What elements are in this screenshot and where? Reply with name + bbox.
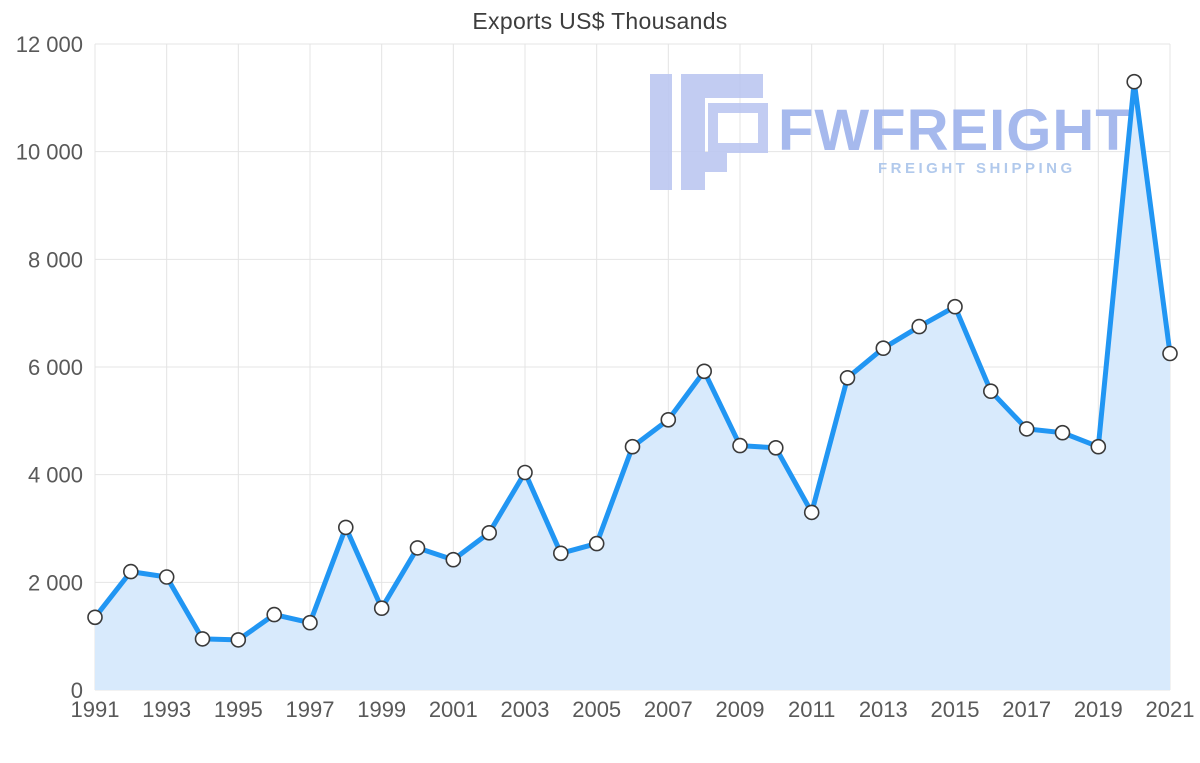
data-point-marker xyxy=(481,524,498,541)
chart-title: Exports US$ Thousands xyxy=(472,8,728,34)
x-tick-label: 1997 xyxy=(286,697,335,722)
y-tick-label: 4 000 xyxy=(28,463,83,488)
x-tick-label: 2011 xyxy=(788,697,835,722)
x-tick-label: 2015 xyxy=(931,697,980,722)
data-point-marker xyxy=(911,318,928,335)
data-point-marker xyxy=(767,439,784,456)
data-point-marker xyxy=(87,609,103,626)
data-point-marker xyxy=(696,363,713,380)
data-point-marker xyxy=(1126,73,1142,90)
y-tick-label: 10 000 xyxy=(16,140,83,165)
x-tick-label: 2005 xyxy=(572,697,621,722)
data-point-marker xyxy=(194,631,211,647)
x-tick-label: 2017 xyxy=(1002,697,1051,722)
data-point-marker xyxy=(445,551,462,568)
fwfreight-watermark: FWFREIGHT FREIGHT SHIPPING xyxy=(650,74,1132,190)
series-layer xyxy=(87,73,1178,690)
data-point-marker xyxy=(875,340,892,357)
y-tick-label: 12 000 xyxy=(16,32,83,57)
data-point-marker xyxy=(1054,424,1071,441)
x-tick-label: 2019 xyxy=(1074,697,1123,722)
logo-bar xyxy=(681,152,727,172)
fwfreight-logo-icon xyxy=(650,74,768,190)
data-point-marker xyxy=(517,464,533,481)
x-tick-label: 1999 xyxy=(357,697,406,722)
logo-bar xyxy=(681,74,705,190)
data-point-marker xyxy=(839,369,856,386)
logo-bracket xyxy=(708,103,768,153)
y-tick-label: 0 xyxy=(71,678,83,703)
data-point-marker xyxy=(732,437,748,454)
x-tick-label: 2003 xyxy=(501,697,550,722)
data-point-marker xyxy=(624,438,641,455)
series-area-fill xyxy=(95,81,1170,690)
data-point-marker xyxy=(158,569,175,585)
data-point-marker xyxy=(266,606,283,623)
data-point-marker xyxy=(230,632,247,648)
y-tick-label: 6 000 xyxy=(28,355,83,380)
x-tick-label: 2013 xyxy=(859,697,908,722)
data-point-marker xyxy=(409,540,426,556)
y-tick-label: 8 000 xyxy=(28,247,83,272)
data-point-marker xyxy=(588,535,605,552)
x-tick-label: 2001 xyxy=(429,697,478,722)
axis-labels-layer: 0 2 000 4 000 6 000 8 000 10 000 12 000 1991 199… xyxy=(16,32,1195,722)
x-tick-label: 1993 xyxy=(142,697,191,722)
x-tick-label: 1995 xyxy=(214,697,263,722)
x-tick-label: 2021 xyxy=(1146,697,1195,722)
watermark-brand-text: FWFREIGHT xyxy=(778,98,1132,163)
data-point-marker xyxy=(947,298,963,315)
data-point-marker xyxy=(660,411,677,428)
data-point-marker xyxy=(337,519,354,536)
data-point-marker xyxy=(982,383,999,400)
data-point-marker xyxy=(1018,421,1035,437)
data-point-marker xyxy=(373,600,390,617)
x-tick-label: 2009 xyxy=(716,697,765,722)
data-point-marker xyxy=(803,504,820,521)
x-tick-label: 2007 xyxy=(644,697,693,722)
y-tick-label: 2 000 xyxy=(28,570,83,595)
data-point-marker xyxy=(123,563,139,580)
data-point-marker xyxy=(1162,345,1178,362)
logo-bar xyxy=(650,74,672,190)
data-point-marker xyxy=(1090,438,1107,455)
watermark-tagline-text: FREIGHT SHIPPING xyxy=(878,160,1076,177)
x-tick-label: 1991 xyxy=(71,697,120,722)
data-point-marker xyxy=(552,545,569,562)
data-point-marker xyxy=(302,614,318,631)
